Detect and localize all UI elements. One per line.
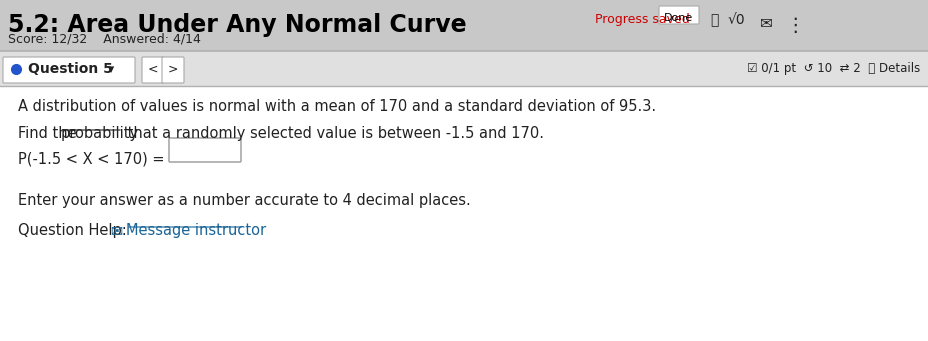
- Text: ✉: ✉: [759, 15, 772, 30]
- Text: that a randomly selected value is between -1.5 and 170.: that a randomly selected value is betwee…: [122, 126, 544, 141]
- Text: P(-1.5 < X < 170) =: P(-1.5 < X < 170) =: [18, 151, 164, 166]
- Text: ✉: ✉: [110, 223, 122, 238]
- Text: 5.2: Area Under Any Normal Curve: 5.2: Area Under Any Normal Curve: [8, 13, 466, 37]
- Text: Progress saved: Progress saved: [594, 13, 689, 26]
- Text: ▾: ▾: [108, 63, 114, 76]
- Text: Question Help:: Question Help:: [18, 223, 126, 238]
- Text: Find the: Find the: [18, 126, 81, 141]
- Text: <: <: [148, 62, 158, 75]
- Text: Score: 12/32    Answered: 4/14: Score: 12/32 Answered: 4/14: [8, 33, 200, 46]
- FancyBboxPatch shape: [0, 52, 928, 86]
- Text: Done: Done: [664, 13, 693, 23]
- FancyBboxPatch shape: [169, 138, 240, 162]
- Text: ⎙: ⎙: [709, 13, 717, 27]
- Text: √0: √0: [728, 13, 745, 27]
- Text: Enter your answer as a number accurate to 4 decimal places.: Enter your answer as a number accurate t…: [18, 193, 470, 208]
- Text: ☑ 0/1 pt  ↺ 10  ⇄ 2  ⓘ Details: ☑ 0/1 pt ↺ 10 ⇄ 2 ⓘ Details: [746, 62, 919, 75]
- Text: Message instructor: Message instructor: [126, 223, 265, 238]
- Text: probability: probability: [61, 126, 139, 141]
- Text: A distribution of values is normal with a mean of 170 and a standard deviation o: A distribution of values is normal with …: [18, 99, 655, 114]
- FancyBboxPatch shape: [658, 6, 698, 24]
- FancyBboxPatch shape: [0, 87, 928, 341]
- Text: >: >: [168, 62, 178, 75]
- Text: Question 5: Question 5: [28, 62, 113, 76]
- FancyBboxPatch shape: [0, 0, 928, 51]
- FancyBboxPatch shape: [142, 57, 164, 83]
- Text: ⋮: ⋮: [784, 16, 804, 35]
- FancyBboxPatch shape: [161, 57, 184, 83]
- FancyBboxPatch shape: [3, 57, 135, 83]
